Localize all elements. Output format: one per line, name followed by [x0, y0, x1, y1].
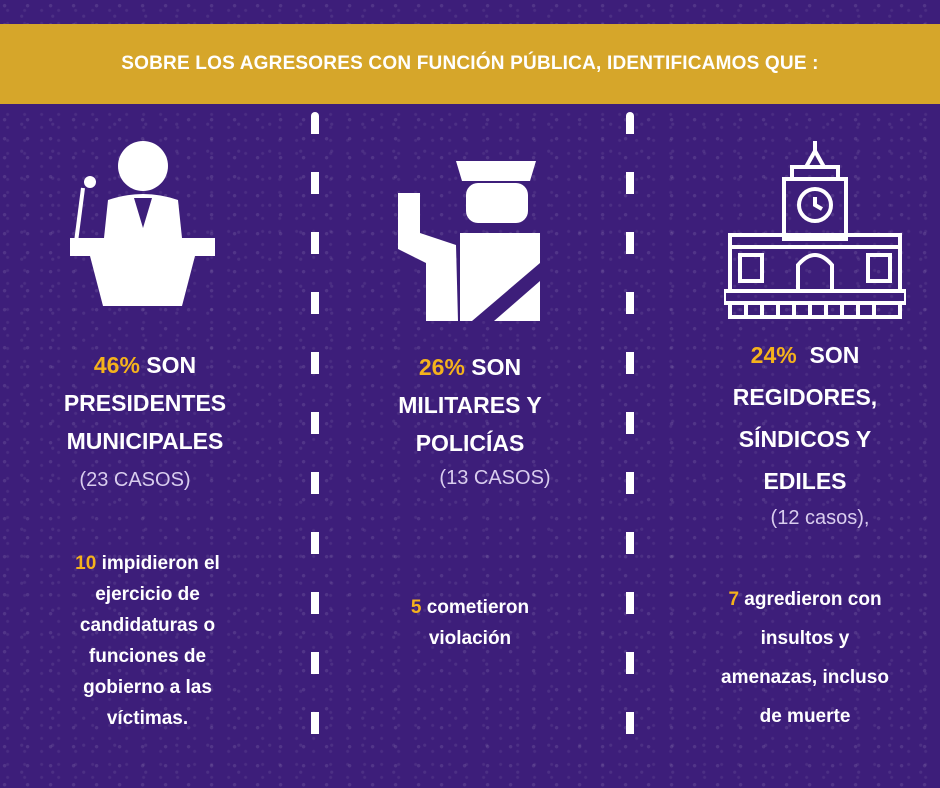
detail-text: 10 impidieron el ejercicio de candidatur… — [30, 548, 265, 734]
detail-line: violación — [428, 628, 512, 649]
detail-number: 10 — [75, 553, 97, 574]
stat-line: MUNICIPALES — [66, 428, 224, 454]
stat-line: REGIDORES, — [732, 384, 878, 410]
detail-line: funciones de — [88, 646, 207, 667]
stat-line: EDILES — [763, 468, 847, 494]
stat-heading: 26% SON MILITARES Y POLICÍAS — [370, 348, 570, 462]
detail-line: ejercicio de — [95, 584, 200, 605]
column-regidores: 24% SON REGIDORES, SÍNDICOS Y EDILES (12… — [680, 334, 930, 534]
detail-line: amenazas, incluso — [721, 667, 889, 688]
stat-line: SON — [796, 342, 860, 368]
detail-number: 7 — [728, 589, 740, 610]
stat-line: POLICÍAS — [415, 430, 525, 456]
stat-line: PRESIDENTES — [63, 390, 227, 416]
percent-value: 26% — [418, 354, 465, 380]
cases-count: (12 casos), — [770, 507, 870, 529]
detail-regidores: 7 agredieron con insultos y amenazas, in… — [680, 580, 930, 736]
column-divider — [626, 112, 634, 752]
column-presidentes: 46% SON PRESIDENTES MUNICIPALES (23 CASO… — [40, 346, 250, 496]
stat-line: SON — [464, 354, 522, 380]
detail-text: 7 agredieron con insultos y amenazas, in… — [680, 580, 930, 736]
column-divider — [311, 112, 319, 752]
stat-line: SÍNDICOS Y — [738, 426, 872, 452]
podium-speaker-icon — [70, 141, 215, 306]
percent-value: 24% — [750, 342, 797, 368]
stat-line: SON — [139, 352, 197, 378]
stat-line: MILITARES Y — [398, 392, 542, 418]
stat-heading: 46% SON PRESIDENTES MUNICIPALES — [40, 346, 250, 460]
detail-militares: 5 cometieron violación — [370, 592, 570, 654]
column-militares: 26% SON MILITARES Y POLICÍAS (13 CASOS) — [370, 348, 570, 494]
detail-line: de muerte — [759, 706, 851, 727]
cases-count: (13 CASOS) — [439, 467, 551, 489]
town-hall-icon — [724, 141, 906, 319]
detail-presidentes: 10 impidieron el ejercicio de candidatur… — [30, 548, 265, 734]
detail-number: 5 — [410, 597, 422, 618]
detail-line: insultos y — [760, 628, 850, 649]
detail-line: candidaturas o — [79, 615, 216, 636]
detail-line: víctimas. — [106, 708, 189, 729]
percent-value: 46% — [93, 352, 140, 378]
police-officer-icon — [398, 161, 540, 321]
detail-line: gobierno a las — [83, 677, 212, 698]
detail-line: cometieron — [421, 597, 530, 618]
banner-title: SOBRE LOS AGRESORES CON FUNCIÓN PÚBLICA,… — [121, 53, 819, 74]
detail-text: 5 cometieron violación — [370, 592, 570, 654]
detail-line: impidieron el — [96, 553, 220, 574]
header-banner: SOBRE LOS AGRESORES CON FUNCIÓN PÚBLICA,… — [0, 24, 940, 104]
stat-heading: 24% SON REGIDORES, SÍNDICOS Y EDILES — [680, 334, 930, 502]
detail-line: agredieron con — [739, 589, 882, 610]
cases-count: (23 CASOS) — [79, 469, 191, 491]
